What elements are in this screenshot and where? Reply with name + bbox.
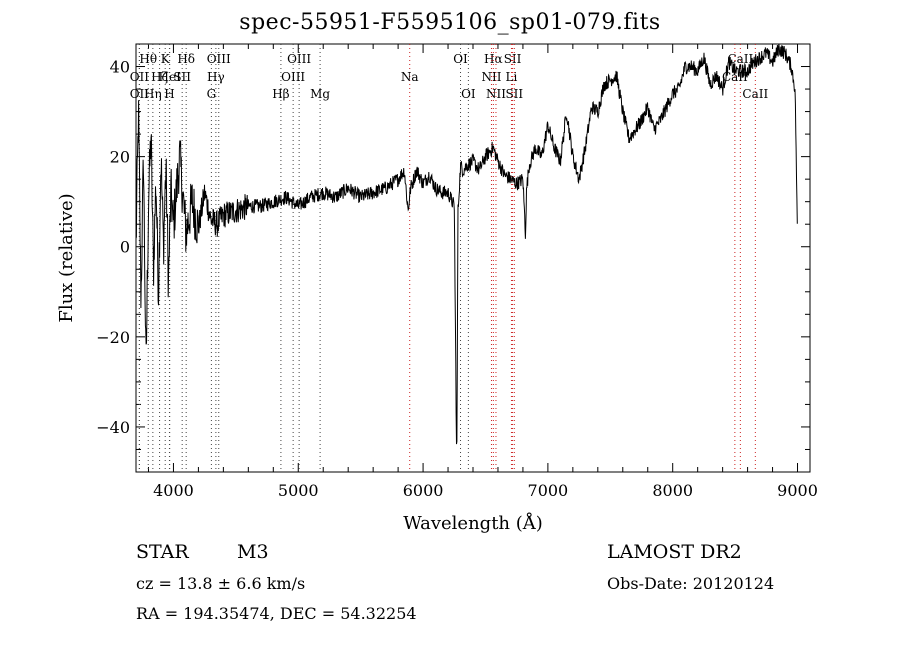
y-tick-label: 20 <box>110 148 130 167</box>
y-tick-label: −40 <box>96 418 130 437</box>
y-axis-label: Flux (relative) <box>56 193 77 322</box>
spectral-line-label: OII <box>130 87 150 101</box>
spectral-line-label: Hη <box>144 87 162 101</box>
y-tick-label: 40 <box>110 58 130 77</box>
spectral-line-label: H <box>164 87 174 101</box>
spectral-line-label: Hβ <box>272 87 289 101</box>
spectral-line-label: CaII <box>742 87 768 101</box>
spectral-line-label: Hα <box>484 52 503 66</box>
survey-label: LAMOST DR2 <box>607 541 742 563</box>
spectrum-line <box>135 44 798 445</box>
spectral-line-label: K <box>161 52 171 66</box>
object-class: STAR <box>136 541 189 563</box>
spectral-line-label: Hθ <box>139 52 157 66</box>
spectral-line-label: OIII <box>207 52 231 66</box>
chart-title: spec-55951-F5595106_sp01-079.fits <box>239 10 661 35</box>
spectral-line-label: Hγ <box>207 70 225 84</box>
x-tick-label: 9000 <box>777 481 818 500</box>
x-tick-label: 5000 <box>278 481 319 500</box>
spectral-line-label: G <box>207 87 217 101</box>
y-tick-label: −20 <box>96 328 130 347</box>
spectral-line-label: OI <box>453 52 468 66</box>
spectral-line-label: SII <box>504 52 522 66</box>
spectral-line-label: NII <box>481 70 501 84</box>
x-tick-label: 4000 <box>153 481 194 500</box>
x-axis-label: Wavelength (Å) <box>403 512 543 534</box>
coordinates: RA = 194.35474, DEC = 54.32254 <box>136 604 417 623</box>
plot-frame <box>135 43 811 473</box>
spectral-line-label: SII <box>505 87 523 101</box>
spectral-line-label: CaII <box>727 52 753 66</box>
spectral-line-label: Mg <box>310 87 330 101</box>
redshift-cz: cz = 13.8 ± 6.6 km/s <box>136 574 306 593</box>
spectral-line-label: Li <box>506 70 518 84</box>
x-tick-label: 8000 <box>652 481 693 500</box>
spectral-line-label: NII <box>486 87 506 101</box>
x-tick-label: 6000 <box>403 481 444 500</box>
spectral-line-label: Hζ <box>151 70 168 84</box>
obs-date: Obs-Date: 20120124 <box>607 574 775 593</box>
object-subclass: M3 <box>237 541 269 563</box>
spectral-line-label: OIII <box>281 70 305 84</box>
spectral-line-label: Na <box>401 70 419 84</box>
spectral-line-label: OI <box>461 87 476 101</box>
spectral-line-label: SII <box>173 70 191 84</box>
x-tick-label: 7000 <box>528 481 569 500</box>
spectral-line-label: Hδ <box>177 52 195 66</box>
spectral-line-label: OIII <box>287 52 311 66</box>
y-tick-label: 0 <box>120 238 130 257</box>
